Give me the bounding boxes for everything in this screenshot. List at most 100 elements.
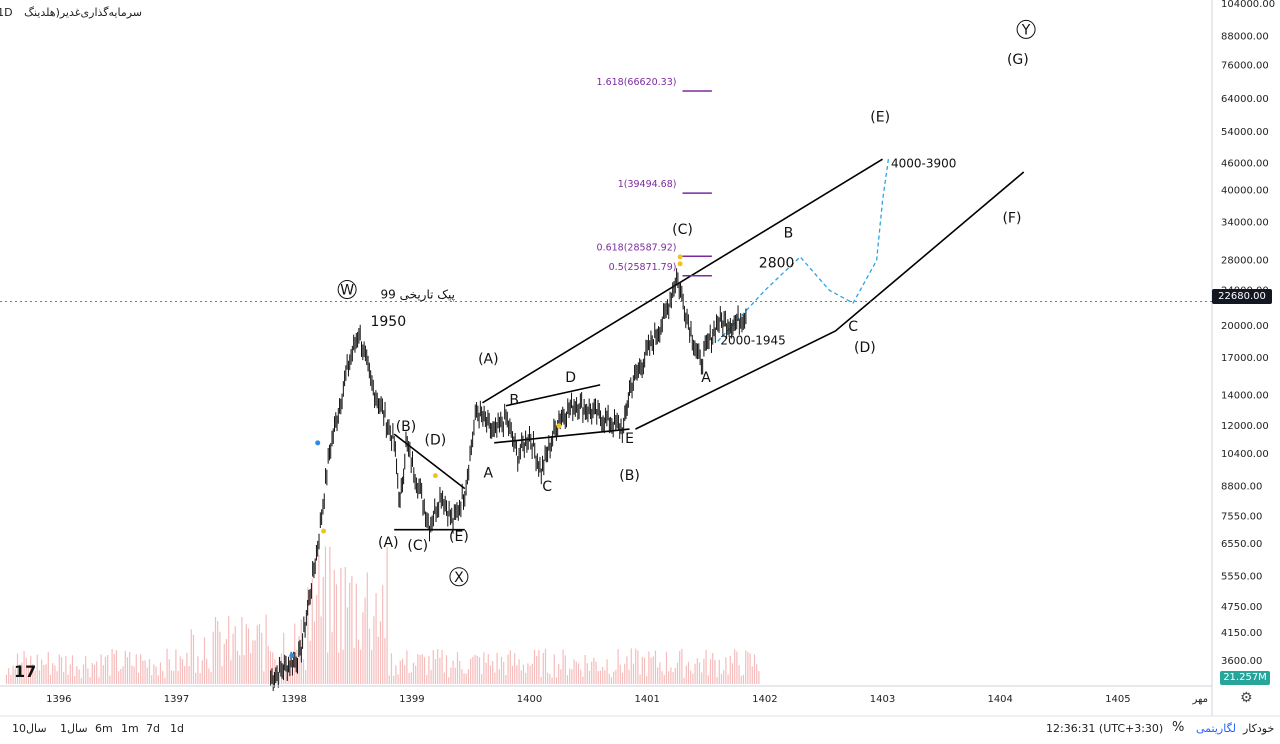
volume-bar	[520, 670, 522, 684]
volume-bar	[663, 674, 665, 684]
volume-bar	[725, 657, 727, 684]
volume-bar	[690, 670, 692, 684]
volume-bar	[234, 626, 236, 684]
clock-readout[interactable]: 12:36:31 (UTC+3:30)	[1046, 722, 1164, 735]
volume-bar	[558, 663, 560, 684]
signal-dot	[315, 440, 321, 446]
volume-bar	[241, 617, 243, 684]
volume-bar	[80, 677, 82, 684]
volume-bar	[47, 652, 49, 684]
volume-bar	[340, 568, 342, 684]
volume-bar	[318, 555, 320, 684]
volume-bar	[481, 673, 483, 684]
y-tick-label: 28000.00	[1221, 255, 1269, 266]
volume-bar	[10, 674, 12, 684]
volume-bar	[100, 654, 102, 684]
log-toggle[interactable]: لگاریتمی	[1196, 722, 1236, 735]
trend-line	[482, 158, 883, 404]
volume-bar	[21, 662, 23, 684]
volume-bar	[544, 648, 547, 684]
timeframe-1m[interactable]: 1m	[121, 722, 139, 735]
fib-label: 0.618(28587.92)	[597, 242, 677, 253]
volume-bar	[111, 649, 113, 684]
timeframe-1y[interactable]: 1سال	[60, 722, 88, 735]
volume-bar	[492, 661, 494, 684]
volume-bar	[575, 661, 577, 684]
volume-bar	[476, 655, 478, 684]
volume-bar	[58, 654, 60, 684]
volume-bar	[397, 674, 399, 684]
volume-bar	[571, 669, 573, 684]
auto-toggle[interactable]: خودکار	[1243, 722, 1275, 735]
volume-bar	[542, 653, 544, 684]
volume-bar	[349, 582, 351, 684]
volume-bar	[274, 659, 276, 684]
timeframe-10y[interactable]: 10سال	[12, 722, 47, 735]
volume-bar	[355, 583, 357, 684]
volume-bar	[683, 677, 685, 684]
trend-line	[635, 171, 1025, 430]
axes: 104000.00 88000.00 76000.00 64000.00 54000.0…	[0, 0, 1280, 717]
volume-bar	[580, 669, 582, 684]
volume-bar	[135, 654, 137, 684]
volume-bar	[71, 655, 74, 684]
timeframe-1d[interactable]: 1d	[170, 722, 184, 735]
volume-bar	[509, 650, 511, 684]
volume-bar	[91, 663, 93, 684]
volume-bar	[428, 656, 430, 684]
volume-bar	[668, 671, 670, 684]
volume-bar	[681, 649, 683, 684]
volume-bar	[320, 616, 322, 684]
wave-label: 2800	[759, 255, 795, 271]
volume-bar	[151, 675, 153, 684]
volume-bar	[225, 639, 228, 684]
volume-bar	[19, 664, 21, 684]
volume-bar	[734, 649, 736, 684]
wave-circle	[337, 280, 357, 300]
volume-bar	[263, 671, 265, 684]
volume-bar	[529, 665, 531, 684]
volume-bar	[461, 669, 463, 684]
volume-bar	[426, 675, 428, 684]
volume-bar	[718, 659, 720, 684]
percent-toggle[interactable]: %	[1172, 720, 1185, 735]
volume-bar	[503, 661, 505, 684]
volume-bar	[98, 677, 100, 684]
volume-bar	[670, 667, 672, 684]
volume-bar	[129, 651, 131, 684]
gear-icon[interactable]: ⚙	[1240, 690, 1253, 706]
y-tick-label: 40000.00	[1221, 186, 1269, 197]
volume-bar	[685, 665, 687, 684]
volume-bar	[507, 654, 509, 684]
volume-bar	[472, 656, 474, 684]
volume-bar	[177, 670, 179, 684]
volume-bar	[166, 648, 168, 684]
y-tick-label: 76000.00	[1221, 60, 1269, 71]
volume-bar	[674, 668, 676, 684]
volume-bar	[217, 621, 219, 684]
volume-bar	[375, 593, 377, 684]
volume-bar	[553, 654, 555, 684]
volume-bar	[470, 658, 472, 684]
x-tick-label: 1402	[752, 694, 777, 705]
volume-bar	[307, 587, 309, 684]
volume-bar	[232, 633, 234, 684]
volume-bar	[498, 669, 500, 684]
timeframe-7d[interactable]: 7d	[146, 722, 160, 735]
volume-bar	[74, 675, 76, 684]
interval-label[interactable]: 1D	[0, 6, 13, 19]
volume-bar	[324, 546, 327, 684]
volume-bar	[518, 659, 520, 684]
tradingview-logo: 17	[14, 662, 37, 681]
volume-bar	[305, 670, 307, 684]
timeframe-6m[interactable]: 6m	[95, 722, 113, 735]
volume-bar	[78, 669, 80, 684]
volume-bar	[362, 612, 364, 684]
volume-bar	[41, 659, 43, 684]
volume-bar	[76, 666, 78, 684]
volume-bar	[368, 628, 371, 684]
volume-bar	[441, 650, 443, 684]
volume-bar	[564, 655, 566, 684]
symbol-name: سرمایه‌گذاری‌غدیر(هلدینگ	[24, 6, 142, 19]
